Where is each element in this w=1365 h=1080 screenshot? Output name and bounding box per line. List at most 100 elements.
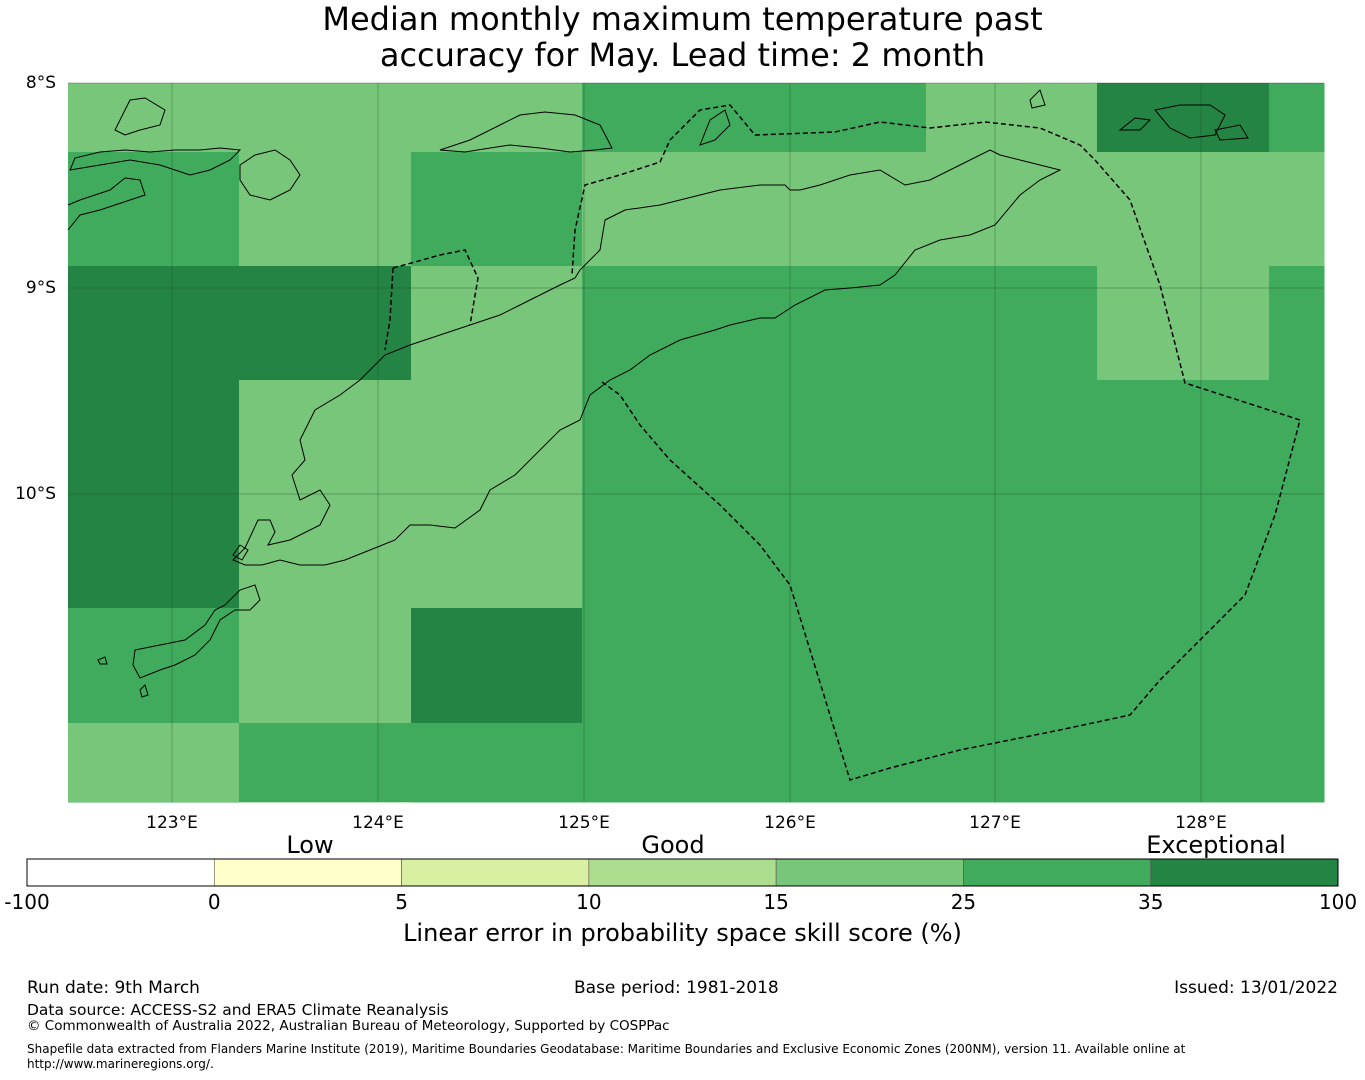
grid-cell [239, 266, 412, 381]
skill-score-grid [68, 83, 1325, 803]
longitude-label: 124°E [352, 813, 404, 833]
grid-cell [239, 723, 412, 803]
grid-cell [1269, 802, 1325, 803]
latitude-label: 9°S [25, 278, 56, 298]
shapefile-credit-line-1: Shapefile data extracted from Flanders M… [27, 1042, 1186, 1056]
colorbar-tick-label: 15 [763, 890, 789, 914]
small-island-coastline [139, 684, 149, 698]
grid-cell [926, 266, 1098, 381]
atauro-coastline [699, 109, 731, 146]
grid-cell [754, 266, 927, 381]
longitude-label: 123°E [146, 813, 198, 833]
grid-cell [68, 152, 240, 267]
colorbar-segment [401, 858, 590, 887]
grid-cell [411, 802, 583, 803]
grid-cell [239, 83, 412, 153]
grid-cell [754, 608, 927, 724]
grid-cell [926, 802, 1098, 803]
grid-cell [239, 608, 412, 724]
colorbar-category-label: Low [286, 831, 334, 859]
grid-cell [1097, 802, 1270, 803]
grid-cell [582, 266, 755, 381]
run-date: Run date: 9th March [27, 978, 200, 998]
colorbar-category-label: Exceptional [1146, 831, 1286, 859]
grid-cell [926, 380, 1098, 495]
longitude-label: 125°E [558, 813, 610, 833]
grid-cell [754, 802, 927, 803]
grid-cell [239, 152, 412, 267]
longitude-label: 128°E [1175, 813, 1227, 833]
grid-cell [1269, 152, 1325, 267]
grid-cell [926, 723, 1098, 803]
grid-cell [926, 152, 1098, 267]
grid-cell [926, 83, 1098, 153]
grid-cell [582, 152, 755, 267]
grid-cell [68, 608, 240, 724]
coastlines [67, 89, 1249, 698]
grid-cell [582, 83, 755, 153]
grid-cell [1269, 380, 1325, 495]
grid-cell [582, 802, 755, 803]
grid-cell [68, 723, 240, 803]
grid-cell [411, 608, 583, 724]
grid-cell [1097, 723, 1270, 803]
grid-cell [1097, 608, 1270, 724]
colorbar-tick-label: 35 [1137, 890, 1164, 914]
colorbar-outline [26, 858, 1339, 887]
longitude-label: 127°E [969, 813, 1021, 833]
grid-cell [411, 723, 583, 803]
grid-cell [68, 266, 240, 381]
colorbar-tick-label: 10 [576, 890, 602, 914]
grid-cell [68, 494, 240, 609]
colorbar-tick-label: -100 [4, 890, 50, 914]
colorbar-title: Linear error in probability space skill … [403, 919, 962, 947]
grid-cell [1097, 266, 1270, 381]
grid-cell [411, 152, 583, 267]
grid-cell [239, 380, 412, 495]
graticule [68, 82, 1324, 802]
base-period: Base period: 1981-2018 [574, 978, 779, 998]
latitude-label: 8°S [25, 73, 56, 93]
rote-coastline [132, 584, 261, 679]
alor-coastline [69, 147, 242, 176]
grid-cell [239, 494, 412, 609]
grid-cell [926, 494, 1098, 609]
flores-east-coastline [67, 177, 146, 231]
shapefile-credit-line-2: http://www.marineregions.org/. [27, 1057, 214, 1071]
pantar-coastline [239, 149, 301, 201]
wetar-coastline [439, 111, 613, 153]
latitude-label: 10°S [15, 484, 56, 504]
chart-title-line-1: Median monthly maximum temperature past [322, 0, 1043, 38]
longitude-label: 126°E [764, 813, 816, 833]
kisar-coastline [1029, 89, 1046, 109]
leti-coastline [1118, 117, 1152, 131]
grid-cell [239, 802, 412, 803]
colorbar-segment [213, 858, 402, 887]
colorbar-segment [26, 858, 215, 887]
colorbar-tick-label: 100 [1318, 890, 1358, 914]
grid-cell [1097, 152, 1270, 267]
grid-cell [411, 266, 583, 381]
grid-cell [1269, 723, 1325, 803]
colorbar-segment [963, 858, 1152, 887]
grid-cell [754, 380, 927, 495]
timor-coastline [232, 149, 1062, 566]
grid-cell [68, 380, 240, 495]
grid-cell [1269, 608, 1325, 724]
grid-cell [1269, 83, 1325, 153]
maritime-boundaries [384, 104, 1301, 781]
grid-cell [754, 494, 927, 609]
grid-cell [1097, 83, 1270, 153]
grid-cell [411, 83, 583, 153]
grid-cell [582, 494, 755, 609]
grid-cell [754, 83, 927, 153]
colorbar-tick-label: 25 [950, 890, 977, 914]
grid-cell [1097, 380, 1270, 495]
grid-cell [582, 723, 755, 803]
grid-cell [754, 723, 927, 803]
grid-cell [411, 494, 583, 609]
lembata-coastline [114, 97, 166, 136]
grid-cell [582, 608, 755, 724]
grid-cell [411, 380, 583, 495]
grid-cell [754, 152, 927, 267]
